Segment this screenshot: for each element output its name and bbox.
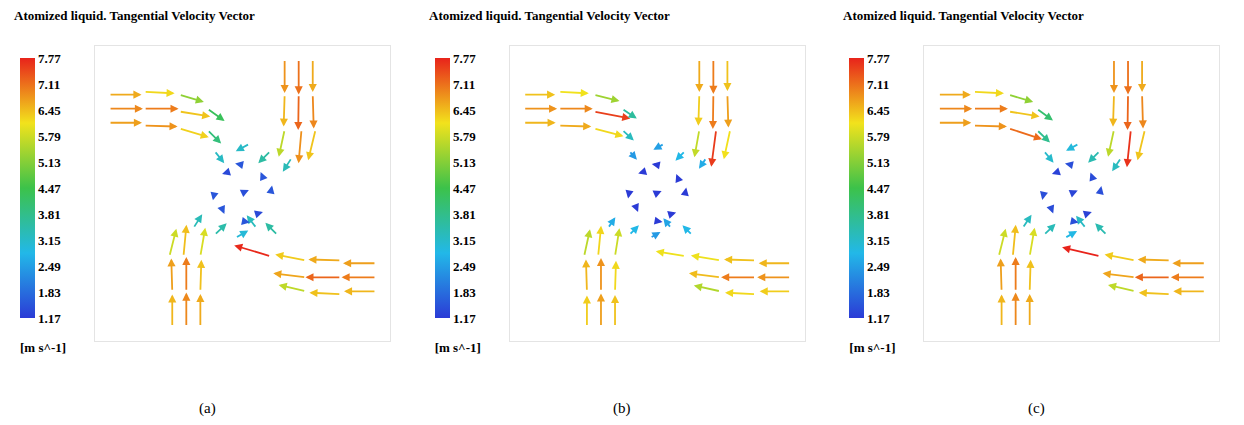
svg-text:Atomized liquid. Tangential Ve: Atomized liquid. Tangential Velocity Vec… bbox=[429, 8, 670, 23]
svg-text:5.13: 5.13 bbox=[453, 155, 476, 170]
svg-text:1.17: 1.17 bbox=[867, 311, 890, 326]
svg-text:4.47: 4.47 bbox=[867, 181, 890, 196]
svg-text:3.15: 3.15 bbox=[867, 233, 890, 248]
svg-text:4.47: 4.47 bbox=[38, 181, 61, 196]
svg-text:5.13: 5.13 bbox=[867, 155, 890, 170]
svg-text:6.45: 6.45 bbox=[38, 103, 61, 118]
svg-text:1.17: 1.17 bbox=[453, 311, 476, 326]
svg-text:Atomized liquid. Tangential Ve: Atomized liquid. Tangential Velocity Vec… bbox=[14, 8, 255, 23]
svg-text:3.81: 3.81 bbox=[38, 207, 61, 222]
svg-text:4.47: 4.47 bbox=[453, 181, 476, 196]
svg-text:1.17: 1.17 bbox=[38, 311, 61, 326]
svg-text:[m s^-1]: [m s^-1] bbox=[435, 340, 481, 355]
svg-text:6.45: 6.45 bbox=[867, 103, 890, 118]
svg-text:6.45: 6.45 bbox=[453, 103, 476, 118]
svg-text:7.11: 7.11 bbox=[38, 77, 60, 92]
svg-text:[m s^-1]: [m s^-1] bbox=[849, 340, 895, 355]
svg-text:(b): (b) bbox=[613, 400, 631, 417]
svg-text:7.77: 7.77 bbox=[38, 51, 61, 66]
svg-text:(c): (c) bbox=[1028, 400, 1045, 417]
svg-text:1.83: 1.83 bbox=[867, 285, 890, 300]
svg-text:2.49: 2.49 bbox=[453, 259, 476, 274]
svg-text:3.81: 3.81 bbox=[867, 207, 890, 222]
svg-text:5.79: 5.79 bbox=[453, 129, 476, 144]
svg-text:3.81: 3.81 bbox=[453, 207, 476, 222]
svg-text:3.15: 3.15 bbox=[38, 233, 61, 248]
svg-text:7.77: 7.77 bbox=[453, 51, 476, 66]
svg-text:7.11: 7.11 bbox=[867, 77, 889, 92]
svg-text:Atomized liquid. Tangential Ve: Atomized liquid. Tangential Velocity Vec… bbox=[843, 8, 1084, 23]
svg-text:7.11: 7.11 bbox=[453, 77, 475, 92]
svg-text:2.49: 2.49 bbox=[867, 259, 890, 274]
svg-text:7.77: 7.77 bbox=[867, 51, 890, 66]
svg-text:1.83: 1.83 bbox=[453, 285, 476, 300]
svg-text:5.79: 5.79 bbox=[38, 129, 61, 144]
svg-text:2.49: 2.49 bbox=[38, 259, 61, 274]
svg-text:1.83: 1.83 bbox=[38, 285, 61, 300]
svg-text:3.15: 3.15 bbox=[453, 233, 476, 248]
svg-text:(a): (a) bbox=[199, 400, 216, 417]
svg-text:5.79: 5.79 bbox=[867, 129, 890, 144]
svg-text:5.13: 5.13 bbox=[38, 155, 61, 170]
svg-text:[m s^-1]: [m s^-1] bbox=[20, 340, 66, 355]
